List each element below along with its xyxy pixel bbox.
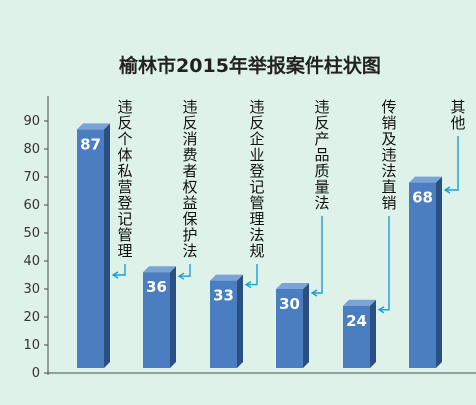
bar [210,280,237,368]
bar [409,182,436,368]
data-label: 24 [346,312,367,330]
category-label-text: 传销及违法直销 [381,98,396,212]
data-label: 36 [146,278,167,296]
category-labels: 违反个体私营登记管理 违反消费者权益保护法 违反企业登记管理法规 违反产品质量法 传销及… [111,98,466,314]
category-label-text: 其他 [450,98,465,132]
category-label: 其他 [443,98,466,194]
y-tick-label: 70 [23,170,40,185]
y-tick-label: 40 [23,254,40,269]
y-tick-label: 50 [23,226,40,241]
bar-group: 30 [276,283,309,368]
category-label-text: 违反消费者权益保护法 [182,98,197,260]
bar-top [210,274,243,281]
data-label: 68 [412,189,433,207]
bar [343,305,370,368]
y-tick-label: 80 [23,142,40,157]
bar-side [104,123,110,369]
bar-side [303,283,309,368]
leader-arrow [377,306,385,314]
y-tick-label: 60 [23,198,40,213]
bar-side [237,274,243,368]
data-label: 33 [213,287,234,305]
bar-group: 68 [409,176,442,368]
bar-top [409,176,442,183]
bar-top [143,266,176,273]
bar-top [77,123,110,130]
leader-arrow [310,289,318,297]
category-label-text: 违反产品质量法 [314,98,329,212]
leader-line [445,136,459,191]
bar-top [276,283,309,289]
bars: 87 36 33 30 24 68 [77,123,442,369]
leader-line [246,264,258,286]
y-tick-label: 30 [23,282,40,297]
bar-side [370,299,376,368]
leader-line [179,264,191,277]
leader-line [312,216,323,294]
y-tick-label: 10 [23,338,40,353]
bar [143,272,170,368]
category-label: 违反消费者权益保护法 [177,98,198,280]
data-label: 87 [80,135,101,153]
bar [276,289,303,368]
axes [47,96,476,375]
category-label-text: 违反个体私营登记管理 [117,98,132,260]
data-label: 30 [279,295,300,313]
leader-arrow [443,186,451,194]
y-tick-label: 0 [32,366,40,381]
chart-title: 榆林市2015年举报案件柱状图 [119,54,381,77]
leader-line [113,264,126,276]
bar-side [436,176,442,368]
leader-arrow [177,272,185,280]
bar-top [343,299,376,306]
category-label: 违反产品质量法 [310,98,330,297]
category-label-text: 违反企业登记管理法规 [249,98,264,260]
category-label: 传销及违法直销 [377,98,397,314]
bar [77,129,104,368]
leader-arrow [111,271,119,279]
bar-group: 36 [143,266,176,368]
bar-group: 24 [343,299,376,368]
bar-group: 87 [77,123,110,369]
leader-arrow [244,280,252,289]
bar-side [170,266,176,368]
category-label: 违反企业登记管理法规 [244,98,265,289]
y-tick-label: 20 [23,310,40,325]
category-label: 违反个体私营登记管理 [111,98,133,279]
y-tick-label: 90 [23,114,40,129]
leader-line [379,216,390,311]
bar-group: 33 [210,274,243,368]
y-axis-ticks: 0 10 20 30 40 50 60 70 80 90 [23,114,48,381]
